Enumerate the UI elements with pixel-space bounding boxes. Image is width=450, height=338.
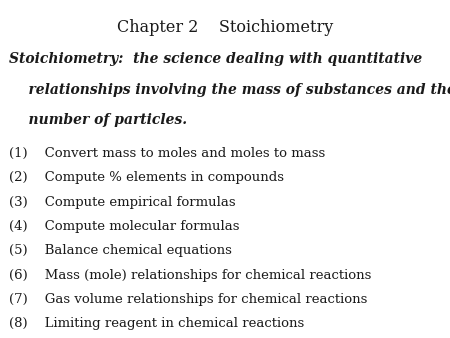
Text: (4)    Compute molecular formulas: (4) Compute molecular formulas	[9, 220, 239, 233]
Text: (1)    Convert mass to moles and moles to mass: (1) Convert mass to moles and moles to m…	[9, 147, 325, 160]
Text: relationships involving the mass of substances and the: relationships involving the mass of subs…	[9, 83, 450, 97]
Text: (6)    Mass (mole) relationships for chemical reactions: (6) Mass (mole) relationships for chemic…	[9, 269, 371, 282]
Text: (8)    Limiting reagent in chemical reactions: (8) Limiting reagent in chemical reactio…	[9, 317, 304, 330]
Text: (7)    Gas volume relationships for chemical reactions: (7) Gas volume relationships for chemica…	[9, 293, 367, 306]
Text: (5)    Balance chemical equations: (5) Balance chemical equations	[9, 244, 232, 257]
Text: Stoichiometry:  the science dealing with quantitative: Stoichiometry: the science dealing with …	[9, 52, 422, 66]
Text: (3)    Compute empirical formulas: (3) Compute empirical formulas	[9, 196, 236, 209]
Text: Chapter 2    Stoichiometry: Chapter 2 Stoichiometry	[117, 19, 333, 35]
Text: (2)    Compute % elements in compounds: (2) Compute % elements in compounds	[9, 171, 284, 184]
Text: number of particles.: number of particles.	[9, 113, 187, 127]
